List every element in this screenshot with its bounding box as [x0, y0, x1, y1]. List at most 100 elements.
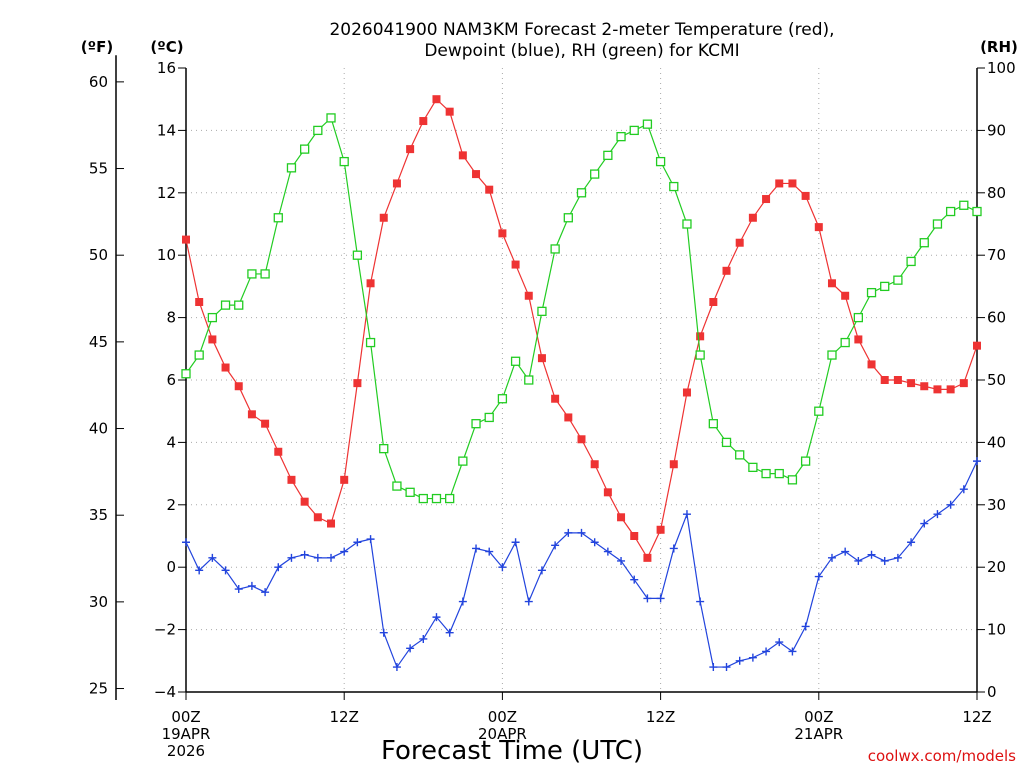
- dewpoint-point: [221, 566, 230, 575]
- 2-meter-temperature-point: [340, 475, 349, 484]
- rh-tick-label: 100: [987, 59, 1016, 77]
- 2-meter-temperature-point: [735, 238, 744, 247]
- 2-meter-temperature-point: [406, 145, 415, 154]
- celsius-tick-label: 16: [157, 59, 176, 77]
- chart-title-line-2: Dewpoint (blue), RH (green) for KCMI: [424, 41, 739, 61]
- fahrenheit-tick-label: 45: [89, 333, 108, 351]
- rh-tick-label: 30: [987, 496, 1006, 514]
- dewpoint-point: [195, 566, 204, 575]
- fahrenheit-tick-label: 35: [89, 506, 108, 524]
- 2-meter-temperature-point: [445, 107, 454, 116]
- 2-meter-temperature-point: [801, 191, 810, 200]
- 2-meter-temperature-point: [788, 179, 797, 188]
- 2-meter-temperature-point: [379, 213, 388, 222]
- time-tick-label: 12Z: [962, 708, 991, 726]
- rh-point: [234, 300, 244, 310]
- time-tick-label: 00Z: [488, 708, 517, 726]
- rh-point: [629, 125, 639, 136]
- dewpoint-point: [577, 528, 586, 537]
- rh-point: [550, 244, 560, 254]
- dewpoint-point: [735, 656, 744, 665]
- 2-meter-temperature-point: [709, 298, 718, 306]
- dewpoint-point: [709, 663, 718, 672]
- dewpoint-point: [801, 622, 810, 631]
- 2-meter-temperature-point: [274, 447, 283, 456]
- 2-meter-temperature-point: [867, 360, 876, 369]
- celsius-tick-label: 10: [157, 246, 176, 264]
- dewpoint-point: [643, 594, 652, 603]
- rh-point: [207, 312, 218, 323]
- 2-meter-temperature-point: [920, 382, 929, 391]
- dewpoint-point: [617, 556, 626, 565]
- time-tick-label: 00Z: [171, 708, 200, 726]
- 2-meter-temperature-point: [261, 419, 270, 428]
- celsius-tick-label: 4: [166, 433, 176, 451]
- 2-meter-temperature-point: [748, 213, 757, 222]
- fahrenheit-tick-label: 25: [89, 680, 108, 698]
- dewpoint-point: [762, 647, 771, 656]
- 2-meter-temperature-point: [696, 332, 705, 341]
- time-tick-label: 2026: [167, 742, 205, 760]
- fahrenheit-tick-label: 55: [89, 160, 108, 178]
- rh-point: [286, 163, 297, 173]
- rh-point: [880, 281, 890, 292]
- 2-meter-temperature-point: [195, 298, 204, 306]
- celsius-tick-label: 6: [166, 371, 176, 389]
- 2-meter-temperature-point: [524, 291, 533, 300]
- rh-point: [932, 219, 943, 229]
- dewpoint-point: [537, 566, 546, 575]
- rh-point: [682, 219, 692, 229]
- rh-tick-label: 70: [987, 246, 1006, 264]
- time-tick-label: 12Z: [646, 708, 675, 726]
- celsius-tick-label: −4: [154, 683, 176, 701]
- rh-point: [945, 206, 956, 217]
- 2-meter-temperature-point: [907, 379, 916, 388]
- 2-meter-temperature-line: [185, 98, 978, 560]
- dewpoint-point: [485, 547, 494, 556]
- dewpoint-point: [498, 563, 507, 572]
- dewpoint-point: [788, 647, 797, 656]
- dewpoint-point: [432, 613, 441, 622]
- 2-meter-temperature-point: [577, 435, 586, 444]
- celsius-tick-label: 12: [157, 184, 176, 202]
- 2-meter-temperature-point: [327, 519, 336, 528]
- dewpoint-point: [406, 644, 415, 653]
- 2-meter-temperature-point: [313, 513, 322, 522]
- celsius-unit-label: (ºC): [150, 38, 183, 56]
- dewpoint-point: [867, 550, 876, 559]
- celsius-tick-label: 8: [166, 309, 176, 327]
- rh-tick-label: 0: [987, 683, 997, 701]
- rh-point: [774, 468, 784, 479]
- rh-unit-label: (RH): [980, 38, 1018, 56]
- 2-meter-temperature-point: [564, 413, 573, 422]
- 2-meter-temperature-point: [946, 385, 955, 394]
- time-tick-label: 21APR: [794, 725, 843, 743]
- dewpoint-point: [696, 597, 705, 606]
- 2-meter-temperature-point: [208, 335, 217, 344]
- 2-meter-temperature-point: [630, 532, 639, 540]
- dewpoint-point: [656, 594, 665, 603]
- fahrenheit-axis-ticks: 25 30 35 40 45 50 55 60: [89, 73, 124, 698]
- grid-lines: [186, 68, 977, 692]
- dewpoint-point: [366, 535, 375, 544]
- 2-meter-temperature-point: [590, 460, 599, 469]
- rh-point: [853, 312, 863, 323]
- rh-point: [590, 169, 600, 179]
- dewpoint-point: [959, 485, 968, 494]
- 2-meter-temperature-point: [656, 525, 665, 534]
- rh-point: [352, 250, 363, 260]
- rh-point: [814, 406, 824, 416]
- 2-meter-temperature-point: [366, 279, 375, 288]
- rh-point: [194, 350, 204, 360]
- 2-meter-temperature-point: [419, 117, 428, 126]
- dewpoint-point: [920, 519, 929, 528]
- rh-point: [418, 493, 428, 504]
- dewpoint-point: [551, 541, 560, 550]
- 2-meter-temperature-point: [392, 179, 401, 188]
- 2-meter-temperature-point: [762, 195, 771, 204]
- rh-axis-ticks: 0 10 20 30 40 50 60 70 80 90 100: [977, 59, 1016, 701]
- rh-point: [471, 419, 481, 429]
- 2-meter-temperature-point: [511, 260, 520, 269]
- credit-text: coolwx.com/models: [868, 747, 1016, 765]
